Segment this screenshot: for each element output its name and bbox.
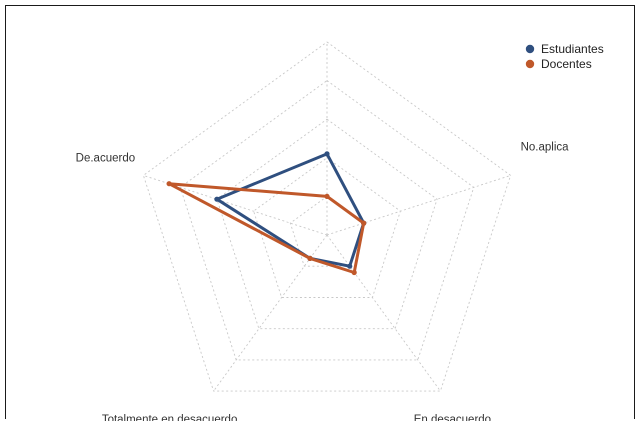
grid-ring-5	[142, 41, 512, 392]
axis-label-totalmente-en-desacuerdo: Totalmente.en.desacuerdo	[102, 414, 238, 421]
chart-frame	[5, 5, 635, 419]
axis-labels: Totalmente.de.acuerdoNo.aplicaEn.desacue…	[76, 141, 570, 421]
series-point-docentes-de-acuerdo	[166, 181, 172, 187]
grid-spoke-totalmente-en-desacuerdo	[213, 234, 328, 392]
legend: Estudiantes Docentes	[525, 42, 604, 71]
legend-marker-estudiantes	[525, 44, 535, 54]
series-point-estudiantes-de-acuerdo	[214, 196, 220, 202]
series-point-docentes-no-aplica	[361, 220, 367, 226]
grid-spoke-no-aplica	[326, 174, 511, 236]
grid-ring-4	[179, 80, 475, 361]
series-line-estudiantes	[215, 152, 366, 268]
axis-label-no-aplica: No.aplica	[521, 141, 570, 153]
axis-label-en-desacuerdo: En.desacuerdo	[414, 414, 491, 421]
grid-spoke-en-desacuerdo	[326, 234, 441, 392]
axis-label-de-acuerdo: De.acuerdo	[76, 152, 135, 164]
grid-ring-3	[216, 118, 438, 330]
series-point-estudiantes-totalmente-de-acuerdo	[324, 151, 330, 157]
legend-label-estudiantes: Estudiantes	[541, 42, 604, 56]
grid-ring-2	[253, 157, 401, 298]
legend-marker-docentes	[525, 59, 535, 69]
radar-series	[166, 151, 367, 276]
series-point-docentes-en-desacuerdo	[351, 269, 357, 276]
series-point-estudiantes-en-desacuerdo	[347, 263, 353, 269]
series-point-docentes-totalmente-en-desacuerdo	[307, 255, 313, 261]
series-line-docentes	[167, 182, 366, 274]
legend-label-docentes: Docentes	[541, 57, 592, 71]
radar-grid	[142, 41, 512, 392]
grid-spoke-de-acuerdo	[143, 174, 328, 236]
series-point-docentes-totalmente-de-acuerdo	[324, 193, 330, 199]
